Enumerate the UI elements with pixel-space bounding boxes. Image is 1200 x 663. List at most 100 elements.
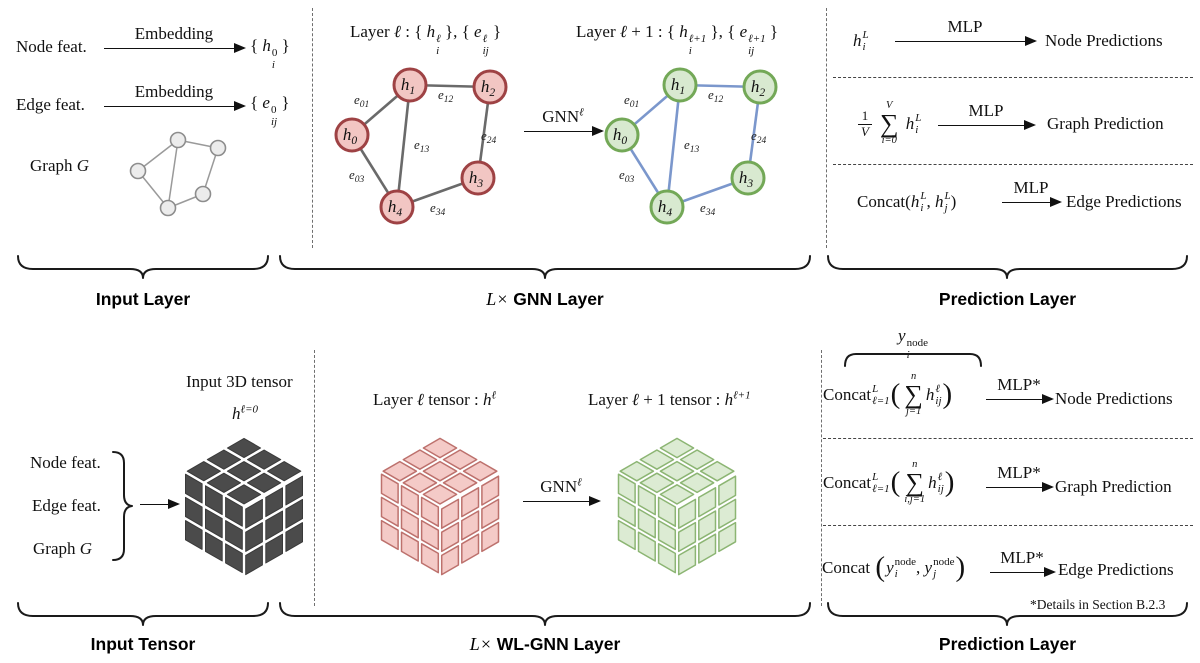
svg-text:e01: e01 (624, 92, 639, 110)
svg-text:e13: e13 (684, 137, 700, 155)
gnn-arrow-label: GNNℓ (540, 476, 582, 496)
brace-wl-gnn-layer (279, 602, 811, 626)
mlp-arrow-label: MLP (947, 17, 983, 36)
input-tensor-cube (185, 437, 303, 576)
brace-prediction-layer-top (827, 255, 1188, 279)
embedding-arrow-label: Embedding (134, 82, 214, 101)
node-feat-label-bottom: Node feat. (30, 453, 101, 472)
layer-title-text: GNN Layer (513, 289, 604, 309)
gnn-arrow-top: GNNℓ (524, 106, 604, 137)
arrow-line (895, 36, 1037, 47)
mlp-star-arrow-edge: MLP* (990, 548, 1056, 578)
tensor-cube-layer-l (380, 437, 500, 576)
svg-text:e03: e03 (349, 167, 365, 185)
svg-text:e12: e12 (708, 87, 724, 105)
layer-l1-tensor-title: Layer ℓ + 1 tensor : hℓ+1 (588, 389, 751, 409)
mlp-arrow-edge: MLP (1002, 178, 1062, 208)
layer-title-prefix: L× (469, 634, 492, 654)
layer-l1-title: Layer ℓ + 1 : { h ℓ+1 i }, { e ℓ+1 ij } (576, 22, 779, 57)
divider-top-right (826, 8, 827, 248)
mlp-arrow-label: MLP (968, 101, 1004, 120)
tensor-input-arrow (140, 499, 180, 509)
layer-l-tensor-title: Layer ℓ tensor : hℓ (373, 389, 497, 409)
brace-prediction-layer-bottom (827, 602, 1188, 626)
layer-title-text: WL-GNN Layer (496, 634, 621, 654)
wl-edge-pred-lhs: Concat (y node i, y node j) (822, 551, 966, 584)
svg-text:e34: e34 (430, 200, 446, 218)
gnn-arrow-label: GNNℓ (542, 106, 584, 126)
mlp-star-label: MLP* (997, 463, 1041, 482)
input-layer-title: Input Layer (16, 289, 270, 310)
svg-text:e34: e34 (700, 200, 716, 218)
mlp-star-label: MLP* (1000, 548, 1044, 567)
separator (833, 77, 1193, 78)
prediction-layer-title-top: Prediction Layer (826, 289, 1189, 310)
mlp-arrow-graph: MLP (938, 101, 1036, 131)
svg-text:e01: e01 (354, 92, 369, 110)
arrow-line (104, 43, 246, 54)
arrow-line (986, 482, 1054, 493)
separator (833, 164, 1193, 165)
mlp-star-arrow-graph: MLP* (986, 463, 1054, 493)
gnn-layer-title: L× GNN Layer (278, 289, 812, 310)
tensor-h-l0-label: hℓ=0 (231, 403, 258, 423)
mlp-star-label: MLP* (997, 375, 1041, 394)
y-node-overbracket (844, 353, 982, 367)
edge-embedding-output: { e 0 ij } (250, 93, 290, 128)
wl-graph-prediction-label: Graph Prediction (1055, 477, 1172, 496)
arrow-line (990, 567, 1056, 578)
input-tensor-title: Input Tensor (16, 634, 270, 655)
separator (823, 438, 1193, 439)
gnn-arrow-bottom: GNNℓ (523, 476, 601, 507)
input-3d-tensor-title: Input 3D tensor (186, 372, 293, 391)
arrow-line (986, 394, 1054, 405)
wl-edge-predictions-label: Edge Predictions (1058, 560, 1174, 579)
mlp-arrow-node: MLP (895, 17, 1037, 47)
divider-bottom-right (821, 350, 822, 606)
svg-text:e03: e03 (619, 167, 635, 185)
divider-top-left (312, 8, 313, 248)
embedding-arrow-node: Embedding (104, 24, 246, 54)
brace-gnn-layer (279, 255, 811, 279)
node-predictions-label: Node Predictions (1045, 31, 1163, 50)
arrow-line (523, 496, 601, 507)
arrow-line (938, 120, 1036, 131)
svg-text:e12: e12 (438, 87, 454, 105)
layer-title-text: Prediction Layer (938, 289, 1077, 309)
arrow-line (1002, 197, 1062, 208)
graph-g-label: Graph G (30, 156, 90, 175)
mlp-arrow-label: MLP (1013, 178, 1049, 197)
layer-title-text: Input Tensor (90, 634, 196, 654)
feature-group-brace (112, 451, 133, 561)
graph-prediction-label: Graph Prediction (1047, 114, 1164, 133)
brace-input-tensor (17, 602, 269, 626)
tensor-cube-layer-l-plus-1 (617, 437, 737, 576)
arrow-line (524, 126, 604, 137)
prediction-layer-title-bottom: Prediction Layer (826, 634, 1189, 655)
brace-input-layer (17, 255, 269, 279)
embedding-arrow-label: Embedding (134, 24, 214, 43)
layer-title-prefix: L× (486, 289, 509, 309)
divider-bottom-left (314, 350, 315, 606)
mlp-star-arrow-node: MLP* (986, 375, 1054, 405)
embedding-arrow-edge: Embedding (104, 82, 246, 112)
details-footnote: *Details in Section B.2.3 (1030, 597, 1166, 612)
wl-gnn-layer-title: L× WL-GNN Layer (278, 634, 812, 655)
svg-text:e13: e13 (414, 137, 430, 155)
input-graph-sketch (129, 131, 227, 217)
edge-feat-label-bottom: Edge feat. (32, 496, 101, 515)
layer-title-text: Input Layer (95, 289, 191, 309)
wl-node-predictions-label: Node Predictions (1055, 389, 1173, 408)
arrow-line (104, 101, 246, 112)
edge-predictions-label: Edge Predictions (1066, 192, 1182, 211)
node-feat-label: Node feat. (16, 37, 87, 56)
